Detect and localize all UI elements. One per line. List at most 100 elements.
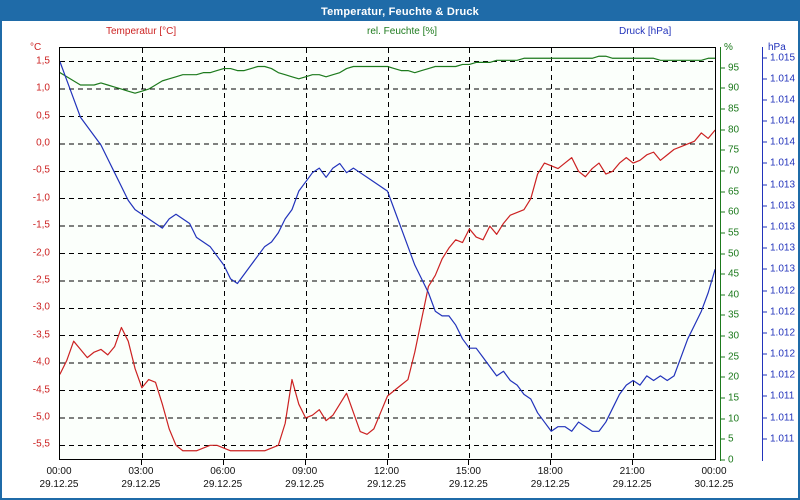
- x-axis-time-label: 12:00: [373, 466, 400, 477]
- humidity-axis-tick-label: 90: [728, 82, 740, 94]
- pressure-axis-tickmark: [762, 417, 767, 419]
- x-axis-time-label: 03:00: [128, 466, 154, 477]
- pressure-axis-tick-label: 1.015: [770, 52, 796, 64]
- humidity-axis-tick-label: 55: [728, 227, 740, 239]
- window-titlebar: Temperatur, Feuchte & Druck: [2, 2, 798, 21]
- chart-canvas: [60, 48, 715, 459]
- humidity-axis-tick-label: 10: [728, 413, 740, 425]
- humidity-axis-tick-label: 40: [728, 289, 740, 301]
- plot-area: [59, 47, 716, 460]
- humidity-axis-tickmark: [720, 87, 725, 89]
- pressure-axis-tickmark: [762, 162, 767, 164]
- pressure-axis-tickmark: [762, 374, 767, 376]
- pressure-axis-tickmark: [762, 395, 767, 397]
- humidity-axis-tickmark: [720, 438, 725, 440]
- pressure-axis-tick-label: 1.013: [770, 200, 796, 212]
- humidity-axis-tick-label: 35: [728, 309, 740, 321]
- pressure-axis-tick-label: 1.012: [770, 327, 796, 339]
- humidity-axis-tickmark: [720, 149, 725, 151]
- pressure-axis-tickmark: [762, 332, 767, 334]
- x-axis-tick: 09:00 29.12.25: [285, 465, 324, 491]
- humidity-axis-tick-label: 15: [728, 392, 740, 404]
- humidity-axis-tickmark: [720, 335, 725, 337]
- pressure-axis-tickmark: [762, 141, 767, 143]
- humidity-axis-tickmark: [720, 418, 725, 420]
- left-axis-tick-label: -3,5: [32, 329, 50, 341]
- left-axis-tick-label: -4,0: [32, 356, 50, 368]
- humidity-axis-tickmark: [720, 397, 725, 399]
- x-axis-date-label: 29.12.25: [203, 479, 243, 490]
- humidity-axis-tick-label: 20: [728, 371, 740, 383]
- pressure-axis-tick-label: 1.011: [770, 390, 795, 402]
- x-axis-date-label: 29.12.25: [39, 479, 79, 490]
- pressure-axis-tick-label: 1.014: [770, 157, 796, 169]
- x-axis-time-label: 06:00: [210, 466, 236, 477]
- humidity-axis-tickmark: [720, 376, 725, 378]
- left-axis-tick-label: 1,5: [36, 55, 50, 67]
- humidity-axis-tick-label: 65: [728, 186, 740, 198]
- x-axis-time-label: 21:00: [619, 466, 645, 477]
- pressure-axis-tick-label: 1.014: [770, 136, 796, 148]
- pressure-axis-tickmark: [762, 120, 767, 122]
- humidity-axis-tick-label: 80: [728, 124, 740, 136]
- x-axis-ticks: 00:00 29.12.25 03:00 29.12.25 06:00 29.12.25 0…: [2, 465, 798, 499]
- pressure-axis-tickmark: [762, 184, 767, 186]
- x-axis-tickmark: [550, 460, 551, 465]
- pressure-axis-tickmark: [762, 247, 767, 249]
- humidity-axis-tick-label: 50: [728, 248, 740, 259]
- right-axis-unit-pressure: hPa: [768, 42, 786, 53]
- x-axis-time-label: 00:00: [46, 466, 72, 477]
- x-axis-tick: 03:00 29.12.25: [121, 465, 160, 491]
- x-axis-time-label: 18:00: [537, 466, 563, 477]
- left-axis-tick-label: -3,0: [32, 301, 50, 313]
- pressure-axis-tick-label: 1.014: [770, 115, 796, 127]
- pressure-axis-tickmark: [762, 99, 767, 101]
- pressure-axis-tick-label: 1.013: [770, 263, 796, 275]
- pressure-axis-tick-label: 1.013: [770, 221, 796, 233]
- x-axis-tick: 15:00 29.12.25: [449, 465, 488, 491]
- x-axis-tickmark: [387, 460, 388, 465]
- left-axis-tick-label: -1,0: [32, 192, 50, 204]
- pressure-axis-tick-label: 1.011: [770, 412, 795, 424]
- humidity-axis-tickmark: [720, 191, 725, 193]
- x-axis-tick: 18:00 29.12.25: [531, 465, 570, 491]
- pressure-axis-tickmark: [762, 353, 767, 355]
- legend-item-temperature: Temperatur [°C]: [106, 26, 177, 37]
- humidity-axis-tickmark: [720, 356, 725, 358]
- left-axis-tick-label: 0,5: [36, 110, 50, 121]
- x-axis-tick: 12:00 29.12.25: [367, 465, 406, 491]
- pressure-axis-tick-label: 1.011: [770, 433, 795, 445]
- humidity-axis-tick-label: 75: [728, 144, 740, 156]
- pressure-axis-tick-label: 1.014: [770, 73, 796, 85]
- x-axis-date-label: 29.12.25: [612, 479, 652, 490]
- x-axis-date-label: 29.12.25: [530, 479, 570, 490]
- left-axis-tick-label: -2,0: [32, 247, 50, 258]
- humidity-axis-tick-label: 95: [728, 62, 740, 74]
- x-axis-date-label: 29.12.25: [121, 479, 161, 490]
- pressure-axis-tickmark: [762, 57, 767, 59]
- x-axis-time-label: 09:00: [292, 466, 318, 477]
- x-axis-tick: 06:00 29.12.25: [203, 465, 242, 491]
- humidity-axis-ticks: 95 90 85 80 75 70 65 60 55 50 45 40 35 30 25 20 15 10 5 0: [720, 47, 754, 466]
- legend-item-pressure: Druck [hPa]: [619, 26, 672, 37]
- left-axis-tick-label: -5,5: [32, 438, 50, 450]
- humidity-axis-tickmark: [720, 273, 725, 275]
- x-axis-date-label: 30.12.25: [694, 479, 734, 490]
- humidity-axis-tick-label: 45: [728, 268, 740, 280]
- humidity-axis-tickmark: [720, 67, 725, 69]
- x-axis-date-label: 29.12.25: [367, 479, 406, 490]
- left-axis-tick-label: -1,5: [32, 219, 50, 231]
- humidity-axis-tickmark: [720, 253, 725, 254]
- humidity-axis-tickmark: [720, 294, 725, 296]
- window-title: Temperatur, Feuchte & Druck: [320, 5, 479, 18]
- x-axis-tickmark: [141, 460, 142, 465]
- left-axis-tick-label: -2,5: [32, 274, 50, 286]
- left-axis-tick-label: -5,0: [32, 411, 50, 423]
- pressure-axis-tickmark: [762, 226, 767, 228]
- pressure-axis-tickmark: [762, 268, 767, 270]
- x-axis-tickmark: [223, 460, 224, 465]
- x-axis-tick: 21:00 29.12.25: [613, 465, 652, 491]
- pressure-axis-tickmark: [762, 78, 767, 80]
- humidity-axis-tick-label: 60: [728, 206, 740, 218]
- pressure-axis-tick-label: 1.013: [770, 242, 796, 254]
